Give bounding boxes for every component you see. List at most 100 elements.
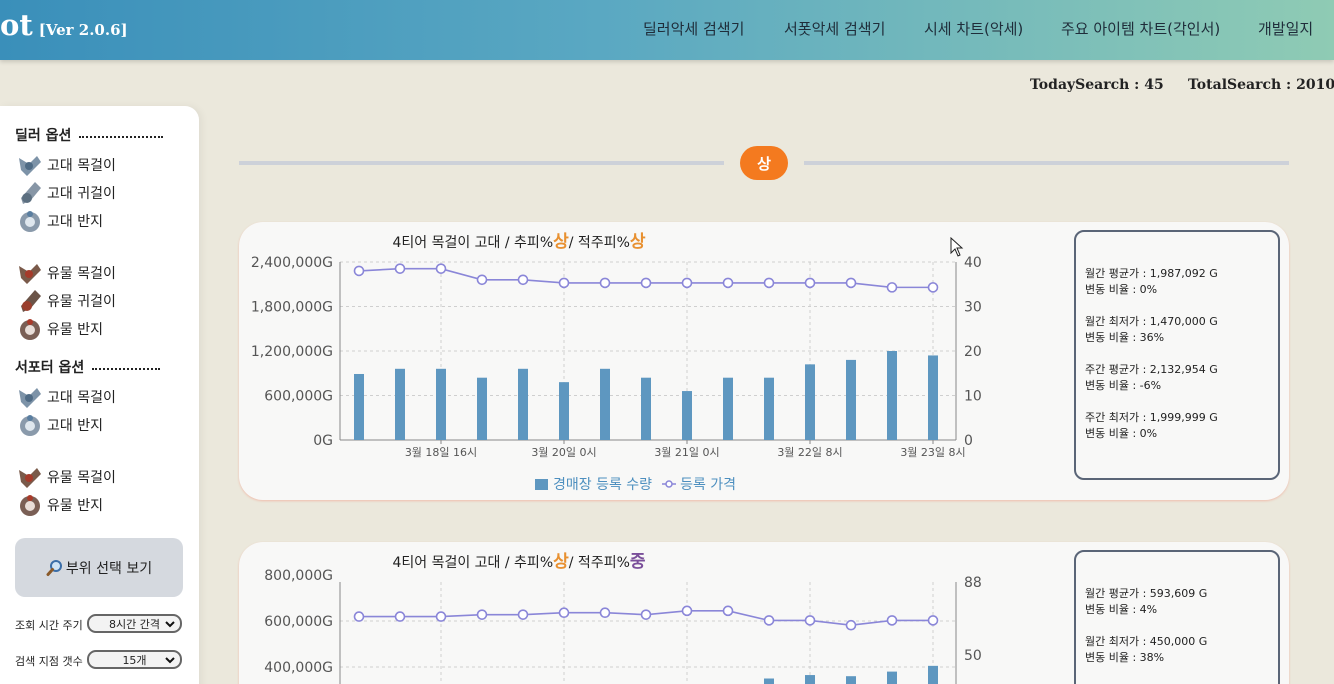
support-options-heading: 서포터 옵션 xyxy=(15,357,161,377)
sidebar-item-dealer-relic-earring[interactable]: 유물 귀걸이 xyxy=(17,288,116,314)
monthly-average-group: 월간 평균가 : 1,987,092 G 변동 비율 : 0% xyxy=(1085,266,1278,298)
weekly-lowest-group: 주간 최저가 : 1,999,999 G 변동 비율 : 0% xyxy=(1085,410,1278,442)
view-part-selection-label: 부위 선택 보기 xyxy=(65,560,153,577)
interval-value: 8시간 간격 xyxy=(109,617,160,631)
weekly-average: 주간 평균가 : 2,132,954 G xyxy=(1085,363,1218,376)
points-label: 검색 지점 갯수 xyxy=(15,655,83,668)
bar xyxy=(682,391,692,440)
grade-label: 상 xyxy=(553,232,569,252)
relic-necklace-icon xyxy=(19,468,41,488)
chevron-down-icon xyxy=(165,621,175,628)
ancient-necklace-icon xyxy=(19,156,41,176)
line-point xyxy=(763,615,775,626)
sidebar-item-label: 유물 목걸이 xyxy=(47,266,116,282)
sidebar-item-label: 고대 반지 xyxy=(47,214,103,230)
price-chart-card: 4티어 목걸이 고대 / 추피%상/ 적주피%상 2,400,000G 1,800… xyxy=(239,222,1289,500)
legend-bar-label: 경매장 등록 수량 xyxy=(553,477,653,493)
sidebar-item-dealer-ancient-necklace[interactable]: 고대 목걸이 xyxy=(17,152,116,178)
weekly-lowest: 주간 최저가 : 1,999,999 G xyxy=(1085,411,1218,424)
version-label: [Ver 2.0.6] xyxy=(38,21,128,39)
line-point xyxy=(517,274,529,286)
line-point xyxy=(886,615,898,626)
sidebar-item-label: 고대 목걸이 xyxy=(47,158,116,174)
monthly-lowest-group: 월간 최저가 : 450,000 G 변동 비율 : 38% xyxy=(1085,634,1278,666)
sidebar-item-label: 유물 반지 xyxy=(47,322,103,338)
sidebar-item-label: 유물 반지 xyxy=(47,498,103,514)
sidebar-item-support-ancient-necklace[interactable]: 고대 목걸이 xyxy=(17,384,116,410)
line-point xyxy=(394,611,406,622)
line-point xyxy=(927,282,939,293)
nav-dev-log[interactable]: 개발일지 xyxy=(1258,20,1314,38)
nav-engraving-chart[interactable]: 주요 아이템 차트(각인서) xyxy=(1061,20,1221,38)
sidebar-item-label: 고대 목걸이 xyxy=(47,390,116,406)
y-axis-tick-label: 600,000G xyxy=(264,614,333,630)
line-point xyxy=(435,611,447,622)
total-search-count: TotalSearch : 20105 xyxy=(1188,77,1334,93)
price-chart-card: 4티어 목걸이 고대 / 추피%상/ 적주피%중 800,000G 600,000… xyxy=(239,542,1289,684)
chart-title-prefix: 4티어 목걸이 고대 / 추피% xyxy=(392,555,554,571)
bar xyxy=(887,351,897,440)
line-point xyxy=(435,263,447,274)
bar xyxy=(518,368,528,440)
price-summary-box: 월간 평균가 : 1,987,092 G 변동 비율 : 0% 월간 최저가 : … xyxy=(1074,230,1280,480)
line-point xyxy=(476,274,488,286)
sidebar-item-label: 고대 귀걸이 xyxy=(47,186,116,202)
grade-label: 상 xyxy=(553,552,569,572)
monthly-average: 월간 평균가 : 593,609 G xyxy=(1085,587,1208,600)
sidebar-item-dealer-relic-ring[interactable]: 유물 반지 xyxy=(17,316,103,342)
chevron-down-icon xyxy=(165,657,175,664)
x-axis-tick-label: 3월 23일 8시 xyxy=(900,445,965,459)
site-logo[interactable]: ot [Ver 2.0.6] xyxy=(0,8,128,42)
sidebar-item-support-ancient-ring[interactable]: 고대 반지 xyxy=(17,412,103,438)
sidebar-item-dealer-ancient-ring[interactable]: 고대 반지 xyxy=(17,208,103,234)
nav-support-accessory-search[interactable]: 서폿악세 검색기 xyxy=(784,20,886,38)
line-point xyxy=(353,265,365,277)
change-rate: 변동 비율 : 4% xyxy=(1085,603,1158,616)
mouse-cursor-icon xyxy=(950,237,964,257)
sidebar-item-dealer-ancient-earring[interactable]: 고대 귀걸이 xyxy=(17,180,116,206)
sidebar-item-label: 유물 목걸이 xyxy=(47,470,116,486)
section-divider-left xyxy=(239,161,724,165)
bar xyxy=(477,377,487,440)
nav-dealer-accessory-search[interactable]: 딜러악세 검색기 xyxy=(643,20,745,38)
right-axis-tick-label: 88 xyxy=(964,575,982,591)
sidebar-item-support-relic-ring[interactable]: 유물 반지 xyxy=(17,492,103,518)
sidebar-item-label: 고대 반지 xyxy=(47,418,103,434)
bar xyxy=(805,364,815,440)
bar xyxy=(723,377,733,440)
bar xyxy=(805,675,815,684)
section-grade-badge: 상 xyxy=(740,146,788,180)
view-part-selection-button[interactable]: 부위 선택 보기 xyxy=(15,538,183,597)
magnifier-icon xyxy=(46,559,62,576)
relic-ring-icon xyxy=(20,495,40,516)
bar xyxy=(846,676,856,684)
monthly-lowest-group: 월간 최저가 : 1,470,000 G 변동 비율 : 36% xyxy=(1085,314,1278,346)
price-chart[interactable]: 800,000G 600,000G 400,000G 88 50 xyxy=(239,562,999,684)
line-point xyxy=(927,615,939,626)
points-select[interactable]: 15개 xyxy=(87,650,182,669)
line-point xyxy=(558,607,570,619)
today-search-count: TodaySearch : 45 xyxy=(1030,77,1164,93)
right-axis-tick-label: 0 xyxy=(964,433,973,449)
line-point xyxy=(722,277,734,289)
sidebar-item-support-relic-necklace[interactable]: 유물 목걸이 xyxy=(17,464,116,490)
line-point xyxy=(845,277,857,289)
interval-select[interactable]: 8시간 간격 xyxy=(87,614,182,633)
sidebar-item-dealer-relic-necklace[interactable]: 유물 목걸이 xyxy=(17,260,116,286)
nav-price-chart-accessory[interactable]: 시세 차트(악세) xyxy=(924,20,1024,38)
dealer-options-heading: 딜러 옵션 xyxy=(15,125,164,145)
top-navigation-bar: ot [Ver 2.0.6] 딜러악세 검색기 서폿악세 검색기 시세 차트(악세… xyxy=(0,0,1334,60)
bar xyxy=(928,355,938,440)
legend-line-label: 등록 가격 xyxy=(680,477,737,493)
price-chart[interactable]: 2,400,000G 1,800,000G 1,200,000G 600,000G 0G… xyxy=(239,242,999,492)
y-axis-tick-label: 1,800,000G xyxy=(251,300,333,316)
dealer-options-label: 딜러 옵션 xyxy=(15,128,72,144)
y-axis-tick-label: 0G xyxy=(313,433,333,449)
x-axis-tick-label: 3월 21일 0시 xyxy=(654,445,719,459)
y-axis-tick-label: 400,000G xyxy=(264,660,333,676)
bar xyxy=(354,373,364,440)
chart-title-prefix: 4티어 목걸이 고대 / 추피% xyxy=(392,235,554,251)
change-rate: 변동 비율 : 0% xyxy=(1085,283,1158,296)
ancient-ring-icon xyxy=(20,211,40,232)
line-point xyxy=(353,611,365,622)
